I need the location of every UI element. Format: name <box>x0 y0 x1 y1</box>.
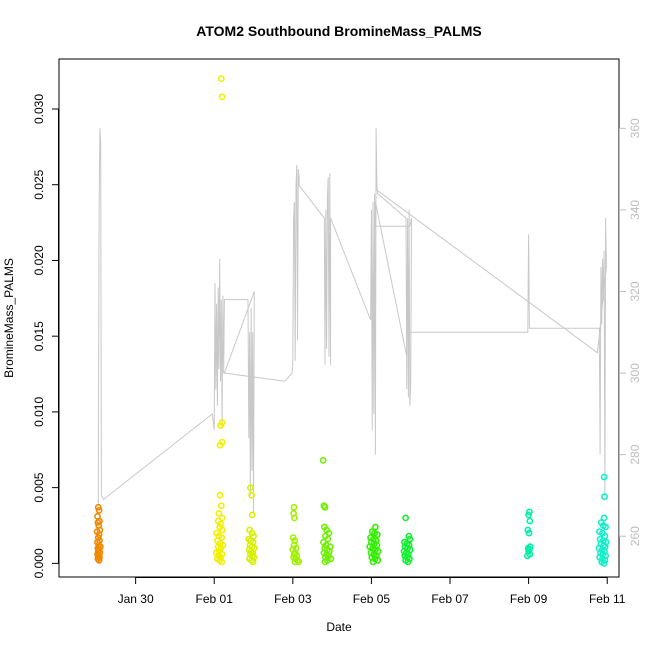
series-flight-1 <box>93 503 104 564</box>
data-point <box>601 493 608 501</box>
data-point <box>404 558 412 566</box>
data-point <box>218 93 226 101</box>
y-tick-label: 0.000 <box>32 548 46 578</box>
x-tick-label: Feb 11 <box>589 592 626 606</box>
y2-tick-label: 320 <box>628 281 642 301</box>
y-tick-label: 0.010 <box>32 397 46 427</box>
data-point <box>217 502 225 510</box>
data-point <box>600 560 608 567</box>
data-point <box>216 441 224 449</box>
data-point <box>95 531 103 538</box>
data-point <box>525 511 532 519</box>
x-tick-label: Feb 05 <box>353 592 391 606</box>
data-point <box>324 535 332 543</box>
data-point <box>526 508 533 516</box>
data-point <box>524 552 531 560</box>
data-point <box>321 503 329 511</box>
x-tick-label: Jan 30 <box>118 592 154 606</box>
data-point <box>249 558 257 566</box>
data-point <box>290 503 298 511</box>
series-flight-3b <box>319 456 335 566</box>
series-flight-2b <box>245 484 258 566</box>
y-tick-label: 0.015 <box>32 321 46 351</box>
data-point <box>248 491 255 499</box>
series-flight-4a <box>366 523 382 566</box>
y-tick-label: 0.025 <box>32 169 46 199</box>
y-tick-label: 0.030 <box>32 94 46 124</box>
y2-tick-label: 280 <box>628 444 642 464</box>
series-flight-2a <box>212 75 227 566</box>
y-tick-label: 0.005 <box>32 472 46 502</box>
data-point <box>290 514 298 522</box>
data-point <box>248 511 256 519</box>
data-point <box>327 555 335 563</box>
data-point <box>95 556 103 564</box>
data-point <box>94 503 102 511</box>
x-tick-label: Feb 09 <box>510 592 548 606</box>
x-tick-label: Feb 01 <box>196 592 234 606</box>
data-point <box>295 558 303 566</box>
series-flight-5b <box>595 473 610 567</box>
data-point <box>373 531 381 538</box>
data-point <box>371 523 379 531</box>
y2-tick-label: 360 <box>628 118 642 138</box>
data-point <box>319 456 327 464</box>
chart-title: ATOM2 Southbound BromineMass_PALMS <box>196 23 481 39</box>
data-point <box>246 484 254 491</box>
series-flight-5a <box>524 508 534 560</box>
y-tick-label: 0.020 <box>32 245 46 275</box>
data-point <box>600 473 608 481</box>
data-point <box>525 529 533 537</box>
plot-frame <box>58 58 620 578</box>
series-flight-4b <box>400 514 414 566</box>
secondary-line <box>97 128 607 512</box>
x-tick-label: Feb 07 <box>431 592 469 606</box>
data-point <box>219 526 226 534</box>
data-point <box>291 558 299 566</box>
data-point <box>526 517 534 525</box>
series-flight-3a <box>289 503 303 566</box>
data-point <box>217 75 225 83</box>
y2-tick-label: 260 <box>628 526 642 546</box>
data-point <box>94 519 102 526</box>
data-point <box>406 535 414 543</box>
plot-content <box>93 75 610 567</box>
data-point <box>95 506 103 514</box>
data-point <box>218 558 226 566</box>
data-point <box>369 558 377 566</box>
data-point <box>218 534 226 541</box>
x-tick-label: Feb 03 <box>274 592 312 606</box>
data-point <box>402 514 409 522</box>
data-point <box>215 510 223 517</box>
data-point <box>217 422 224 429</box>
data-point <box>600 514 608 522</box>
data-point <box>602 523 609 531</box>
y2-tick-label: 340 <box>628 200 642 220</box>
data-point <box>216 491 224 499</box>
data-point <box>321 558 329 566</box>
y2-tick-label: 300 <box>628 363 642 383</box>
axes: Jan 30 Feb 01 Feb 03 Feb 05 Feb 07 Feb 09 Feb … <box>32 94 642 606</box>
data-point <box>524 526 532 534</box>
x-axis-label: Date <box>326 620 352 634</box>
y-axis-label: BromineMass_PALMS <box>2 258 16 378</box>
